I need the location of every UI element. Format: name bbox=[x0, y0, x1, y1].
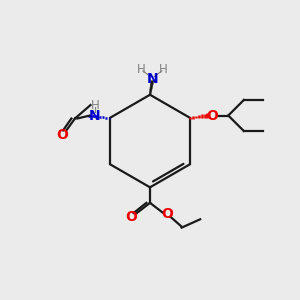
Text: O: O bbox=[56, 128, 68, 142]
Text: H: H bbox=[159, 63, 168, 76]
Text: N: N bbox=[147, 72, 158, 86]
Polygon shape bbox=[149, 81, 154, 95]
Text: O: O bbox=[161, 207, 173, 221]
Text: H: H bbox=[137, 63, 146, 76]
Text: N: N bbox=[89, 109, 101, 122]
Text: O: O bbox=[206, 109, 218, 122]
Text: H: H bbox=[91, 99, 99, 112]
Text: O: O bbox=[125, 210, 137, 224]
